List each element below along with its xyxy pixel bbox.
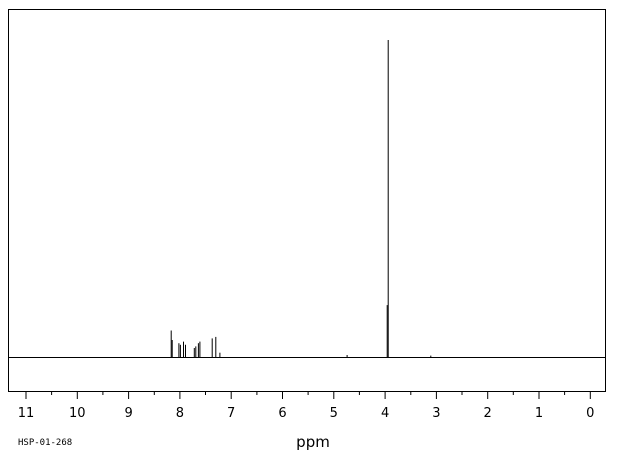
tick-label-6: 6 [278, 406, 286, 421]
plot-frame [8, 9, 606, 392]
tick-label-9: 9 [124, 406, 132, 421]
tick-label-0: 0 [586, 406, 594, 421]
tick-label-3: 3 [432, 406, 440, 421]
sample-id-label: HSP-01-268 [18, 438, 72, 448]
tick-label-5: 5 [330, 406, 338, 421]
tick-label-11: 11 [18, 406, 35, 421]
spectrum-peaks [170, 40, 432, 358]
tick-label-2: 2 [484, 406, 492, 421]
tick-label-7: 7 [227, 406, 235, 421]
x-axis-tick-labels: 11 10 9 8 7 6 5 4 3 2 1 0 [18, 406, 595, 421]
tick-label-1: 1 [535, 406, 543, 421]
tick-label-10: 10 [69, 406, 86, 421]
tick-label-8: 8 [176, 406, 184, 421]
x-axis-ticks [25, 391, 591, 399]
tick-label-4: 4 [381, 406, 389, 421]
x-axis-title: ppm [296, 433, 330, 451]
